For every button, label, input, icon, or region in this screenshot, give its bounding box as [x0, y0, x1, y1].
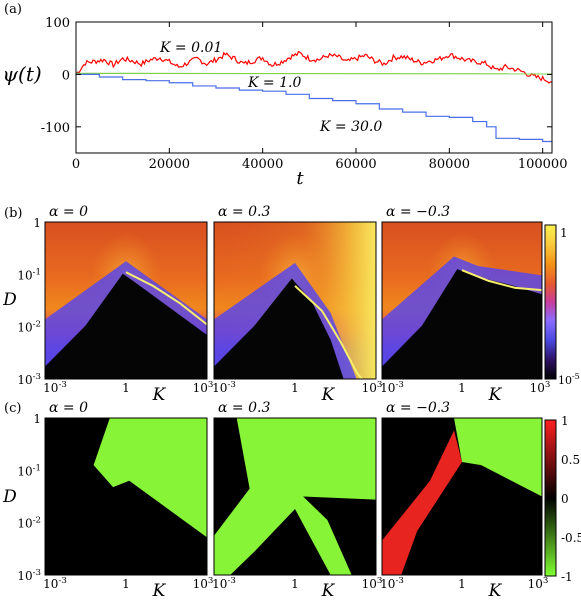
panel-b-subplot — [381, 221, 543, 380]
x-axis-label: K — [488, 581, 503, 601]
x-axis-label: K — [321, 385, 336, 405]
x-axis-label: K — [321, 581, 336, 601]
x-tick-label: 1 — [122, 381, 130, 395]
subplot-frame — [381, 221, 543, 380]
boundary-curve — [461, 269, 543, 292]
subplot-title: α = 0.3 — [218, 400, 270, 416]
colorbar-tick-label: 1 — [561, 414, 569, 428]
subplot-title: α = 0 — [49, 400, 88, 416]
x-tick-label: 0 — [72, 157, 80, 172]
y-tick-label: 10-3 — [17, 372, 41, 387]
panel-b-label: (b) — [4, 206, 22, 221]
heatmap-green-region — [454, 418, 542, 497]
y-axis-label: ψ(t) — [2, 62, 41, 86]
x-tick-label: 10-3 — [380, 380, 404, 395]
x-tick-label: 10-3 — [43, 576, 67, 591]
panel-c-subplot — [381, 417, 543, 576]
x-axis-label: K — [152, 581, 167, 601]
boundary-curve — [125, 271, 208, 326]
label-k-0-01: K = 0.01 — [159, 40, 222, 56]
x-tick-label: 1 — [458, 381, 466, 395]
x-tick-label: 103 — [362, 576, 383, 591]
y-axis-label: D — [2, 290, 17, 310]
y-tick-label: 10-2 — [17, 516, 41, 531]
panel-b: (b) α = 0 10-3 1 103 Kα = 0.3 10-3 1 103 Kα = −0.… — [2, 204, 580, 405]
x-axis-label: K — [152, 385, 167, 405]
heatmap-red-region — [382, 430, 462, 575]
x-tick-label: 80000 — [429, 157, 470, 172]
colorbar-b — [544, 224, 557, 380]
heatmap-green-region — [214, 418, 376, 575]
subplot-frame — [44, 221, 208, 380]
y-tick-label: 1 — [33, 216, 41, 230]
y-tick-label: -100 — [41, 121, 70, 136]
colorbar-c — [544, 419, 557, 577]
subplot-title: α = 0 — [49, 204, 88, 220]
y-tick-label: 0 — [62, 68, 70, 83]
panel-a: (a) 0 20000 40000 60000 80000 100000 100 0 -100 ψ(… — [2, 2, 567, 189]
subplot-title: α = −0.3 — [386, 204, 450, 220]
y-tick-label: 10-1 — [17, 463, 41, 478]
subplot-title: α = −0.3 — [386, 400, 450, 416]
subplot-frame — [213, 221, 377, 380]
x-tick-label: 60000 — [335, 157, 376, 172]
subplot-title: α = 0.3 — [218, 204, 270, 220]
panel-c-subplot — [213, 417, 377, 576]
panel-a-label: (a) — [4, 2, 22, 17]
line-k-1-0 — [75, 72, 553, 75]
label-k-30-0: K = 30.0 — [319, 119, 382, 135]
y-tick-label: 100 — [45, 16, 70, 31]
colorbar-tick-label: 0.5 — [561, 453, 580, 467]
x-tick-label: 103 — [193, 380, 214, 395]
colorbar-tick-label: 1 — [560, 226, 568, 240]
x-axis-label: t — [296, 168, 304, 189]
x-tick-label: 1 — [291, 381, 299, 395]
y-tick-label: 10-3 — [17, 568, 41, 583]
x-axis-label: K — [488, 385, 503, 405]
x-tick-label: 10-3 — [43, 380, 67, 395]
heatmap-dark-region — [382, 269, 542, 379]
colorbar-tick-label: -1 — [561, 570, 573, 584]
colorbar-tick-label: 0 — [561, 492, 569, 506]
panel-b-subplot — [44, 221, 208, 380]
colorbar-tick-label: 10-5 — [558, 372, 580, 387]
x-tick-label: 1 — [458, 577, 466, 591]
heatmap-green-region — [93, 418, 207, 538]
panel-a-axes — [75, 21, 553, 154]
panel-c-subplot — [44, 417, 208, 576]
y-tick-label: 1 — [33, 412, 41, 426]
subplot-frame — [213, 417, 377, 576]
x-tick-label: 1 — [122, 577, 130, 591]
x-tick-label: 103 — [528, 576, 549, 591]
subplot-frame — [44, 417, 208, 576]
colorbar-tick-label: -0.5 — [561, 531, 581, 545]
line-k-30-0 — [76, 73, 553, 143]
y-tick-label: 10-2 — [17, 320, 41, 335]
subplot-frame — [381, 417, 543, 576]
y-axis-label: D — [2, 487, 17, 507]
x-tick-label: 10-3 — [212, 380, 236, 395]
panel-c-label: (c) — [4, 401, 21, 416]
panel-c: (c) α = 0 10-3 1 103 Kα = 0.3 10-3 1 103 Kα = −0.… — [2, 400, 581, 601]
heatmap-dark-region — [45, 273, 207, 379]
x-tick-label: 40000 — [242, 157, 283, 172]
x-tick-label: 10-3 — [212, 576, 236, 591]
x-tick-label: 103 — [530, 380, 551, 395]
x-tick-label: 103 — [193, 576, 214, 591]
y-tick-label: 10-1 — [17, 267, 41, 282]
label-k-1-0: K = 1.0 — [247, 75, 301, 91]
x-tick-label: 10-3 — [380, 576, 404, 591]
x-tick-label: 103 — [362, 380, 383, 395]
x-tick-label: 100000 — [518, 157, 568, 172]
panel-b-subplot — [213, 221, 377, 380]
line-k-0-01 — [75, 50, 553, 84]
heatmap-dark-region — [214, 278, 344, 379]
boundary-curve — [294, 285, 363, 380]
x-tick-label: 1 — [291, 577, 299, 591]
x-tick-label: 20000 — [149, 157, 190, 172]
